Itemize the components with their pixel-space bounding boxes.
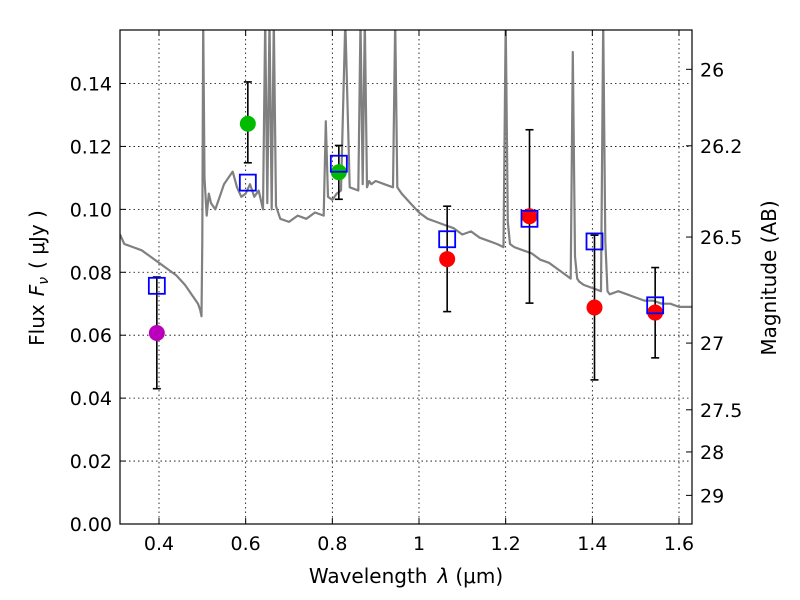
x-tick-label: 1 <box>413 533 425 555</box>
observed-point-JH <box>586 299 603 316</box>
x-tick-label: 0.8 <box>317 533 347 555</box>
x-tick-label: 1.4 <box>577 533 607 555</box>
y-axis-right: 26 26.2 26.5 27 27.5 28 29 <box>686 59 742 507</box>
model-square <box>646 296 665 315</box>
y-axis-title: FluxFν( μJy ) <box>25 210 52 346</box>
y-axis-left: 0.00 0.02 0.04 0.06 0.08 0.10 0.12 0.14 <box>70 73 126 536</box>
y-tick-label: 0.14 <box>70 73 112 95</box>
model-square <box>520 209 539 228</box>
x-tick-label: 1.2 <box>491 533 521 555</box>
model-square <box>585 232 604 251</box>
x-tick-label: 0.4 <box>144 533 174 555</box>
y2-tick-label: 26 <box>700 59 724 81</box>
error-bars <box>152 81 660 390</box>
spectrum-line <box>120 30 692 318</box>
y-tick-label: 0.08 <box>70 262 112 284</box>
y2-tick-label: 26.5 <box>700 227 742 249</box>
x-tick-label: 0.6 <box>231 533 261 555</box>
model-spectrum <box>120 30 692 318</box>
y2-tick-label: 29 <box>700 485 724 507</box>
observed-points <box>148 115 664 342</box>
y-tick-label: 0.10 <box>70 199 112 221</box>
x-axis-title: Wavelength λ (μm) <box>309 564 503 588</box>
observed-point-V <box>239 115 256 132</box>
model-photometry-squares <box>147 154 665 315</box>
x-tick-label: 1.6 <box>664 533 694 555</box>
model-square <box>147 276 166 295</box>
y2-tick-label: 27.5 <box>700 400 742 422</box>
y-tick-label: 0.00 <box>70 514 112 536</box>
model-square <box>238 173 257 192</box>
y2-tick-label: 28 <box>700 442 724 464</box>
plot-frame <box>119 29 693 525</box>
y-tick-label: 0.02 <box>70 451 112 473</box>
y2-tick-label: 27 <box>700 333 724 355</box>
y2-tick-label: 26.2 <box>700 136 742 158</box>
model-square <box>329 154 348 173</box>
observed-point-Y <box>439 251 456 268</box>
observed-point-U <box>148 325 165 342</box>
y-tick-label: 0.04 <box>70 388 112 410</box>
y-tick-label: 0.06 <box>70 325 112 347</box>
y2-axis-title: Magnitude (AB) <box>757 200 781 355</box>
model-square <box>438 230 457 249</box>
y-tick-label: 0.12 <box>70 136 112 158</box>
x-axis: 0.4 0.6 0.8 1 1.2 1.4 1.6 <box>144 30 694 555</box>
